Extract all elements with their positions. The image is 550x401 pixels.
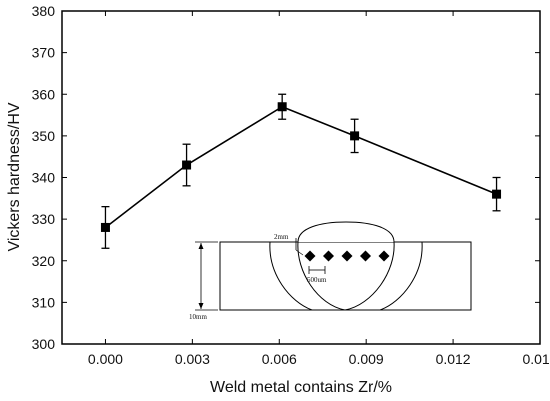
x-tick-label: 0.009 <box>349 351 384 367</box>
y-tick-label: 380 <box>32 3 56 19</box>
series-vickers-hardness <box>100 93 502 249</box>
y-tick-label: 350 <box>32 128 56 144</box>
data-point <box>492 189 502 199</box>
x-tick-label: 0.006 <box>262 351 297 367</box>
x-tick-label: 0.003 <box>175 351 210 367</box>
x-axis: 0.000 0.003 0.006 0.009 0.012 0.015 <box>88 11 550 367</box>
spacing-label: 500um <box>307 276 327 284</box>
weld-cross-section-inset: 2mm 500um 10mm <box>189 221 472 321</box>
y-axis: 300 310 320 330 340 350 360 370 380 <box>32 3 540 352</box>
y-axis-title: Vickers hardness/HV <box>6 102 23 251</box>
heat-affected-zone-left <box>269 241 313 311</box>
y-tick-label: 300 <box>32 336 56 352</box>
hardness-indent <box>304 250 316 262</box>
y-tick-label: 360 <box>32 86 56 102</box>
y-tick-label: 320 <box>32 253 56 269</box>
y-tick-label: 340 <box>32 170 56 186</box>
hardness-indent <box>323 250 334 262</box>
weld-fusion-line <box>297 241 395 311</box>
y-tick-label: 370 <box>32 45 56 61</box>
hardness-indent <box>378 250 390 262</box>
data-point <box>182 160 192 170</box>
data-point <box>100 222 110 232</box>
series-line <box>104 105 497 229</box>
heat-affected-zone-right <box>379 241 423 311</box>
x-tick-label: 0.000 <box>88 351 123 367</box>
y-tick-label: 310 <box>32 294 56 310</box>
depth-arrow-down <box>198 303 204 309</box>
y-tick-label: 330 <box>32 211 56 227</box>
depth-label: 10mm <box>189 313 207 321</box>
data-point <box>277 102 287 112</box>
x-axis-title: Weld metal contains Zr/% <box>210 379 392 396</box>
top-height-label: 2mm <box>274 233 289 241</box>
hardness-indent <box>341 250 353 262</box>
weld-bead-outline <box>297 221 395 243</box>
plot-frame <box>61 10 541 345</box>
depth-arrow-up <box>198 243 204 249</box>
hardness-indent-row <box>304 250 390 262</box>
data-point <box>350 131 360 141</box>
x-tick-label: 0.012 <box>436 351 471 367</box>
hardness-indent <box>360 250 371 262</box>
top-height-leader <box>295 249 304 256</box>
x-tick-label: 0.015 <box>522 351 550 367</box>
